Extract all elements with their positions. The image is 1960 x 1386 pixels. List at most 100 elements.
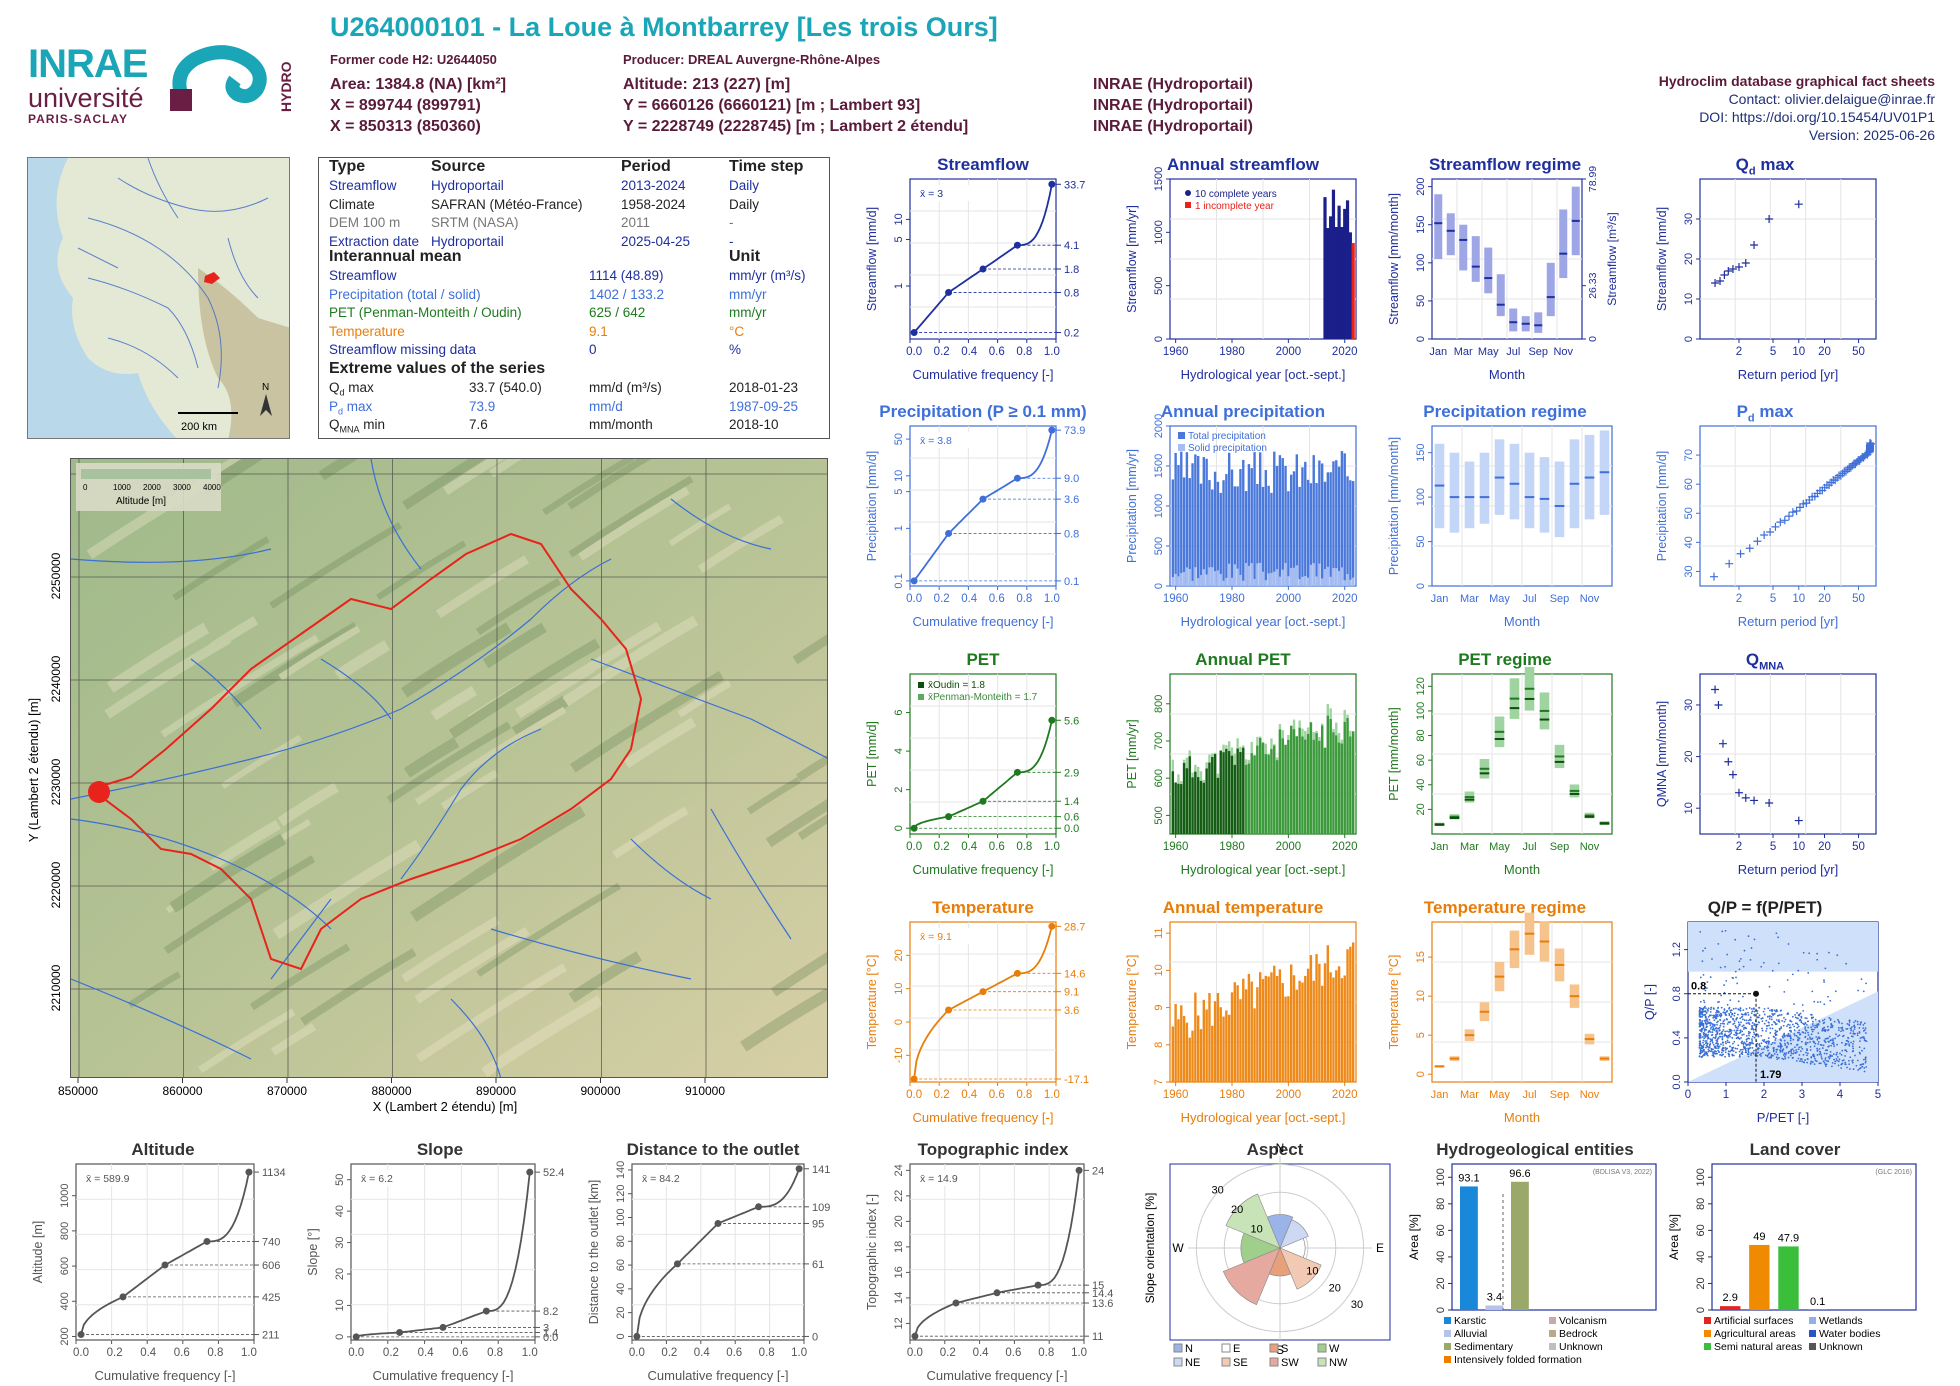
y-tick-label: 16	[893, 1266, 905, 1278]
ratio-point	[1810, 1060, 1813, 1063]
y-tick-label: 80	[1695, 1198, 1707, 1210]
ratio-point	[1716, 1013, 1719, 1016]
qd_max-point	[1794, 200, 1803, 209]
pet_fdc-quantile-point	[1048, 716, 1056, 724]
pet_fdc-quantile-point	[945, 813, 953, 821]
ratio-point	[1791, 1023, 1794, 1026]
annual-total-precip-bar	[1182, 477, 1186, 586]
qmna-point	[1734, 788, 1743, 797]
ratio-point	[1703, 1037, 1706, 1040]
ratio-point	[1709, 1040, 1712, 1043]
quantile-right-label: 24	[1092, 1165, 1104, 1177]
ratio-point	[1745, 1019, 1748, 1022]
x-tick-label: Jul	[1506, 346, 1520, 358]
ratio-point	[1816, 1038, 1819, 1041]
mean-value: 625 / 642	[589, 305, 646, 320]
ratio-point	[1830, 1022, 1833, 1025]
legend-total-marker	[1178, 432, 1185, 439]
plot-frame	[909, 1163, 1085, 1341]
ratio-point	[1818, 1048, 1821, 1050]
qmna-title: QMNA	[1745, 650, 1785, 673]
ratio-point	[1717, 942, 1720, 945]
quantile-right-label: 606	[262, 1260, 280, 1272]
annual-streamflow-bar	[1326, 228, 1330, 339]
annual_temp-panel: Annual temperature 1960 1980 2000 2020 7 8 9 10 1…	[1118, 898, 1368, 1138]
area-value: Area: 1384.8 (NA) [km²]	[330, 76, 507, 93]
ratio-point	[1722, 1020, 1725, 1023]
annual-pet-penman-bar	[1230, 755, 1234, 834]
annual-pet-penman-bar	[1281, 738, 1284, 834]
aspect-ring-label-left: 10	[1250, 1223, 1262, 1235]
annual-temp-bar	[1289, 964, 1293, 1082]
x-axis-label: Month	[1489, 367, 1525, 382]
ratio-point	[1784, 1057, 1787, 1060]
x-tick-label: 10	[1792, 841, 1805, 853]
quantile-right-label: 0.8	[1064, 287, 1079, 299]
ratio-point	[1834, 1060, 1837, 1063]
annual-solid-precip-bar	[1275, 569, 1279, 586]
ratio-point	[1812, 1028, 1815, 1031]
annual-pet-penman-bar	[1340, 743, 1344, 834]
ratio-point	[1863, 1022, 1866, 1025]
x-tick-label: 0.4	[961, 841, 978, 853]
ratio-point	[1731, 976, 1734, 979]
annual-temp-bar	[1329, 972, 1332, 1082]
slope-quantile-point	[526, 1168, 534, 1176]
ratio-point	[1725, 979, 1728, 982]
ratio-point	[1717, 1051, 1720, 1054]
landcover-bar	[1749, 1244, 1770, 1310]
ratio-point	[1730, 1029, 1733, 1032]
ratio-point	[1824, 967, 1827, 970]
contact[interactable]: Contact: olivier.delaigue@inrae.fr	[1728, 91, 1935, 107]
x-tick-label: 5	[1770, 841, 1776, 853]
annual-streamflow-bar	[1343, 208, 1347, 339]
annual-pet-penman-bar	[1258, 737, 1262, 834]
ratio-point	[1804, 1059, 1806, 1061]
annual-total-precip-bar	[1202, 457, 1206, 586]
source-row-period: 1958-2024	[621, 196, 686, 212]
ratio-point	[1781, 1049, 1784, 1051]
y-tick-label: 500	[1153, 806, 1165, 824]
x-tick-label: 10	[1792, 346, 1805, 358]
ratio-point	[1818, 1053, 1821, 1056]
annual-pet-penman-bar	[1264, 754, 1268, 834]
annual-temp-bar	[1250, 981, 1253, 1082]
aspect-direction-label: N	[1276, 1141, 1285, 1155]
doi[interactable]: DOI: https://doi.org/10.15454/UV01P1	[1699, 109, 1935, 125]
regime-box	[1484, 247, 1493, 294]
ratio-point	[1751, 1022, 1754, 1024]
ratio-point	[1734, 970, 1737, 973]
source-row-period: 2025-04-25	[621, 233, 691, 249]
mean-label-box	[638, 1170, 698, 1186]
qp_ppet-panel: Q/P = f(P/PET) 0.8 1.79 0 1 2 3 4 5 0.0 0.4 0.8 1.2 P…	[1640, 898, 1890, 1138]
ratio-point	[1796, 1023, 1799, 1026]
catchment-map-axes: 850000 860000 870000 880000 890000 900000 9100…	[26, 552, 725, 1114]
ratio-point	[1711, 1033, 1714, 1036]
ratio-point	[1835, 1053, 1838, 1056]
ratio-point	[1831, 1065, 1833, 1068]
topo-quantile-point	[911, 1332, 919, 1340]
ratio-point	[1809, 1036, 1811, 1039]
annual-pet-penman-bar	[1205, 768, 1208, 834]
x-axis-label: Cumulative frequency [-]	[648, 1368, 789, 1382]
ratio-point	[1795, 1035, 1798, 1037]
y-tick-label: 80	[1415, 729, 1427, 741]
ratio-point	[1796, 1051, 1798, 1053]
ratio-point	[1819, 1001, 1822, 1003]
annual-total-precip-bar	[1216, 481, 1220, 586]
altitude-legend-tick: 2000	[143, 483, 161, 492]
aspect-legend-label: SE	[1233, 1357, 1248, 1369]
legend-label: Wetlands	[1819, 1315, 1863, 1327]
streamflow_fdc-quantile-point	[979, 265, 987, 273]
annual-total-precip-bar	[1329, 472, 1332, 586]
aspect-legend-label: E	[1233, 1343, 1240, 1355]
ratio-point	[1750, 1012, 1753, 1015]
quantile-right-label: 5.6	[1064, 715, 1079, 727]
ratio-point	[1738, 1050, 1741, 1053]
x-tick-label: 0.2	[934, 593, 950, 605]
annual-temp-bar	[1284, 996, 1287, 1082]
annual-pet-penman-bar	[1242, 747, 1245, 834]
ratio-point	[1863, 1047, 1866, 1050]
ratio-point	[1864, 1061, 1867, 1064]
annual-pet-penman-bar	[1329, 719, 1332, 834]
